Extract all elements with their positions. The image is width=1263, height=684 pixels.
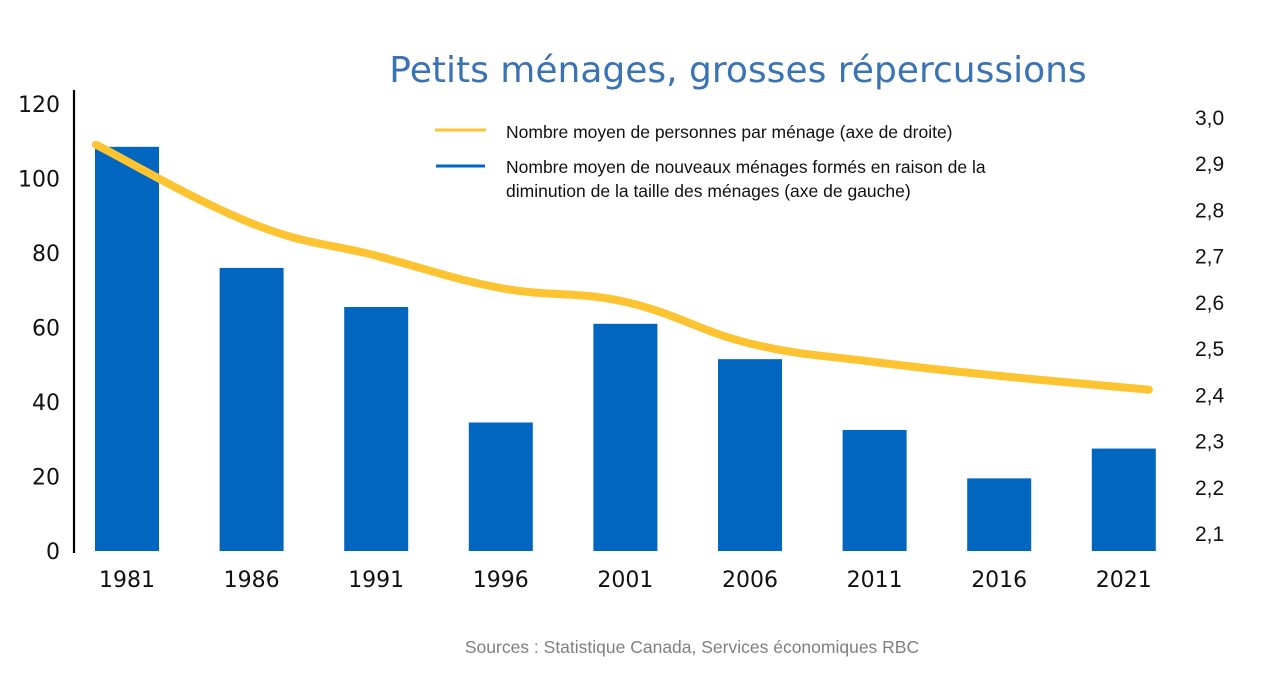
bar-2011 — [842, 429, 907, 551]
bar-2021 — [1091, 448, 1156, 551]
right-tick-label: 2,2 — [1195, 477, 1224, 500]
x-tick-label: 2001 — [597, 568, 653, 593]
chart-title: Petits ménages, grosses répercussions — [389, 50, 1086, 91]
bar-2016 — [967, 478, 1032, 551]
right-tick-label: 2,1 — [1195, 523, 1224, 546]
x-tick-label: 1986 — [224, 568, 280, 593]
legend-item-bar: Nombre moyen de nouveaux ménages formés … — [436, 157, 986, 201]
right-tick-label: 3,0 — [1195, 107, 1224, 130]
line-series-persons-per-household — [92, 140, 1153, 394]
legend-label-line: Nombre moyen de personnes par ménage (ax… — [506, 122, 953, 142]
left-axis-ticks: 0 20 40 60 80 100 120 — [18, 93, 60, 565]
right-tick-label: 2,4 — [1195, 384, 1225, 407]
x-tick-label: 2016 — [971, 568, 1027, 593]
left-tick-label: 80 — [32, 242, 60, 267]
bar-2006 — [718, 359, 782, 551]
right-tick-label: 2,6 — [1195, 292, 1224, 315]
x-tick-label: 2011 — [847, 568, 903, 593]
legend-label-bar-line2: diminution de la taille des ménages (axe… — [506, 181, 911, 201]
right-tick-label: 2,9 — [1195, 153, 1224, 176]
bar-1996 — [468, 422, 533, 551]
x-axis-ticks: 1981 1986 1991 1996 2001 2006 2011 2016 2021 — [99, 568, 1152, 593]
bar-1981 — [95, 146, 159, 551]
right-axis-ticks: 2,1 2,2 2,3 2,4 2,5 2,6 2,7 2,8 2,9 3,0 — [1195, 107, 1225, 546]
legend-item-line: Nombre moyen de personnes par ménage (ax… — [435, 122, 953, 142]
right-tick-label: 2,3 — [1195, 431, 1224, 454]
left-tick-label: 100 — [18, 168, 60, 193]
bars-layer — [95, 146, 1156, 551]
right-tick-label: 2,8 — [1195, 199, 1224, 222]
left-tick-label: 0 — [46, 540, 60, 565]
bar-1986 — [219, 267, 284, 551]
bar-2001 — [593, 323, 658, 551]
source-note: Sources : Statistique Canada, Services é… — [465, 637, 919, 657]
x-tick-label: 2021 — [1096, 568, 1152, 593]
left-tick-label: 40 — [32, 391, 60, 416]
bar-1991 — [344, 307, 409, 551]
right-tick-label: 2,7 — [1195, 246, 1224, 269]
x-tick-label: 2006 — [722, 568, 778, 593]
legend-label-bar-line1: Nombre moyen de nouveaux ménages formés … — [506, 157, 986, 177]
left-tick-label: 120 — [18, 93, 60, 118]
x-tick-label: 1996 — [473, 568, 529, 593]
left-tick-label: 20 — [32, 466, 60, 491]
x-tick-label: 1981 — [99, 568, 155, 593]
legend: Nombre moyen de personnes par ménage (ax… — [435, 122, 986, 201]
x-tick-label: 1991 — [348, 568, 404, 593]
left-tick-label: 60 — [32, 317, 60, 342]
right-tick-label: 2,5 — [1195, 338, 1224, 361]
line-layer — [92, 140, 1153, 394]
